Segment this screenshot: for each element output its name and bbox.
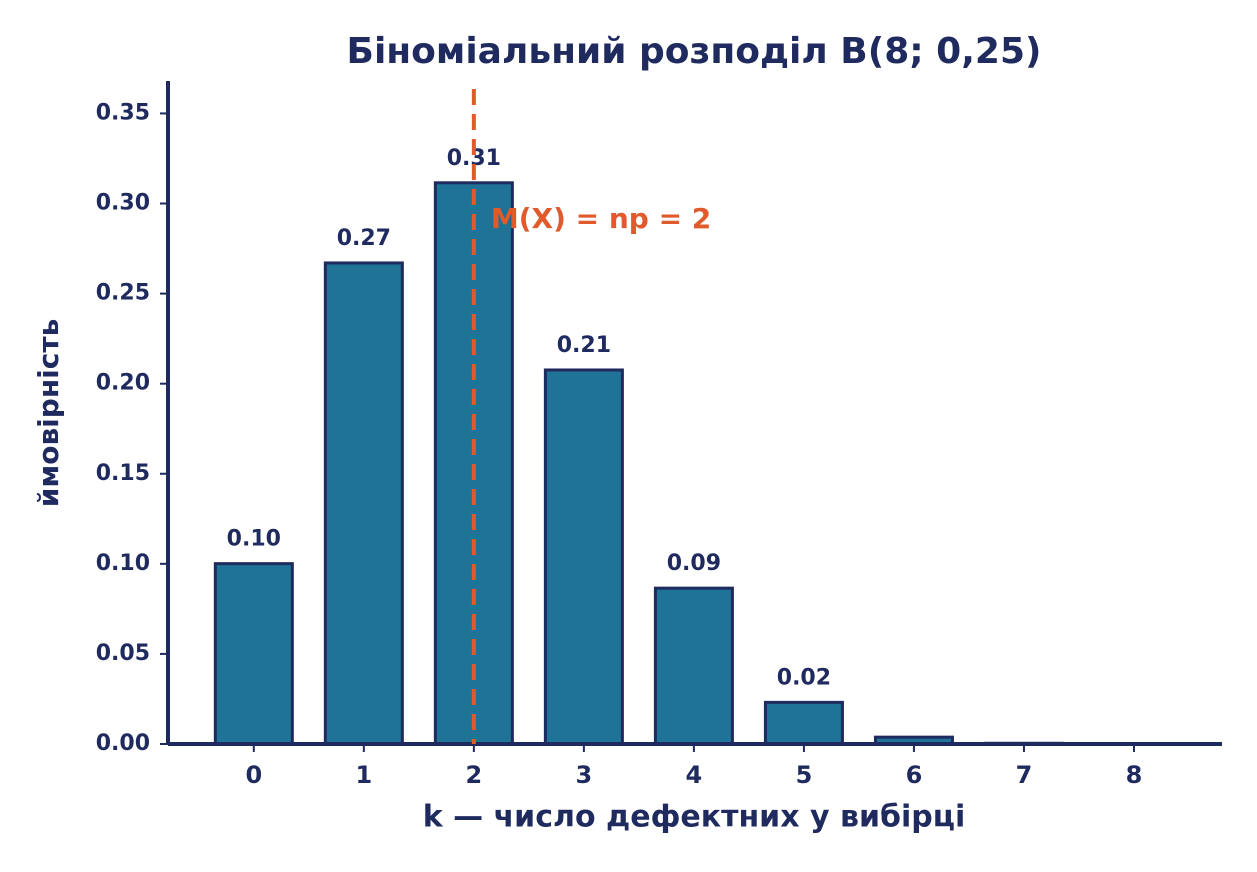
bar xyxy=(653,586,734,746)
x-tick-label: 1 xyxy=(355,761,372,789)
bar xyxy=(543,368,624,746)
bar xyxy=(213,562,294,746)
x-tick-label: 5 xyxy=(796,761,813,789)
mean-annotation: M(X) = np = 2 xyxy=(491,202,711,235)
y-tick-label: 0.25 xyxy=(96,281,150,306)
bar xyxy=(763,700,844,746)
x-tick-label: 3 xyxy=(576,761,593,789)
y-axis-label: ймовірність xyxy=(32,319,65,508)
value-label: 0.02 xyxy=(777,665,831,690)
y-tick-label: 0.10 xyxy=(96,551,150,576)
x-axis-label: k — число дефектних у вибірці xyxy=(423,800,965,835)
x-tick-label: 4 xyxy=(686,761,703,789)
value-label: 0.10 xyxy=(227,527,281,552)
y-tick-label: 0.30 xyxy=(96,191,150,216)
x-tick-label: 2 xyxy=(466,761,483,789)
value-label: 0.09 xyxy=(667,551,721,576)
x-tick-label: 8 xyxy=(1126,761,1143,789)
y-tick-label: 0.15 xyxy=(96,461,150,486)
x-tick-label: 0 xyxy=(245,761,262,789)
value-label: 0.27 xyxy=(337,226,391,251)
y-tick-label: 0.20 xyxy=(96,371,150,396)
y-tick-label: 0.35 xyxy=(96,100,150,125)
x-tick-label: 6 xyxy=(906,761,923,789)
value-label: 0.21 xyxy=(557,333,611,358)
x-tick-label: 7 xyxy=(1016,761,1033,789)
bar xyxy=(323,261,404,746)
y-tick-label: 0.05 xyxy=(96,641,150,666)
chart-title: Біноміальний розподіл B(8; 0,25) xyxy=(347,31,1042,72)
y-tick-label: 0.00 xyxy=(96,731,150,756)
